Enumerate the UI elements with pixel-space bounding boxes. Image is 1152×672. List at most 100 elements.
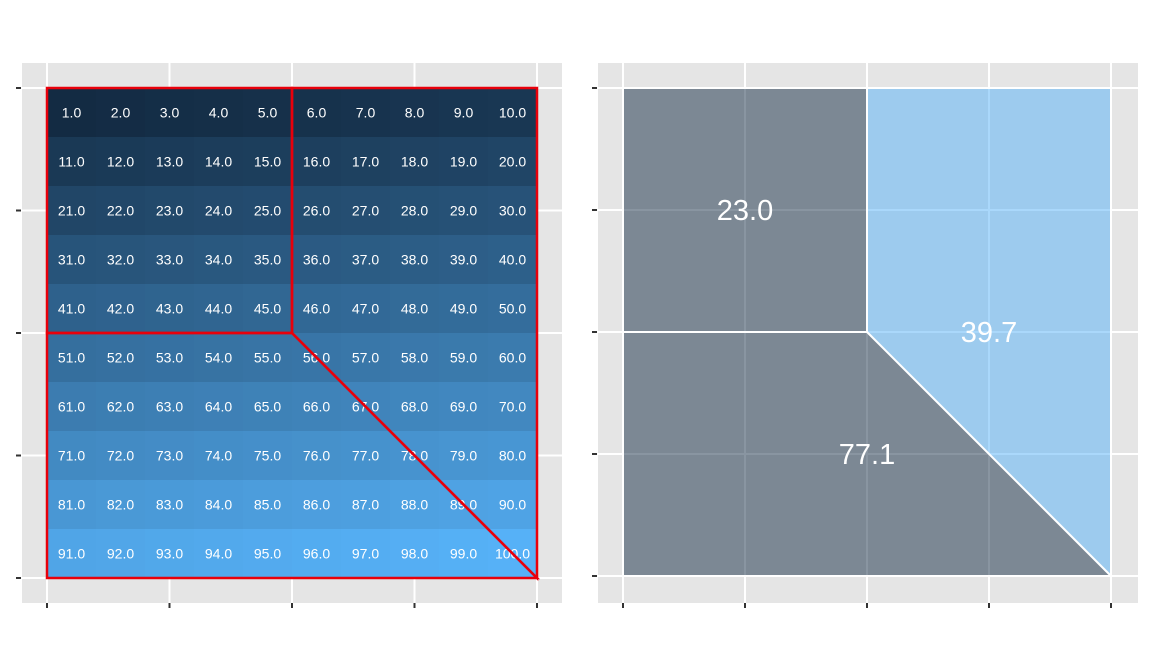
heatmap-cell-label: 22.0 (107, 203, 134, 219)
heatmap-cell-label: 90.0 (499, 497, 526, 513)
heatmap-cell-label: 69.0 (450, 399, 477, 415)
heatmap-cell (243, 529, 293, 579)
heatmap-cell-label: 91.0 (58, 546, 85, 562)
heatmap-cell-label: 38.0 (401, 252, 428, 268)
heatmap-cell-label: 72.0 (107, 448, 134, 464)
heatmap-cell (390, 480, 440, 530)
heatmap-cell-label: 36.0 (303, 252, 330, 268)
heatmap-cell (243, 137, 293, 187)
heatmap-cell-label: 73.0 (156, 448, 183, 464)
heatmap-cell-label: 19.0 (450, 154, 477, 170)
heatmap-cell-label: 44.0 (205, 301, 232, 317)
heatmap-cell-label: 61.0 (58, 399, 85, 415)
heatmap-cell (292, 235, 342, 285)
heatmap-cell-label: 30.0 (499, 203, 526, 219)
heatmap-cell (47, 88, 97, 138)
heatmap-cell-label: 33.0 (156, 252, 183, 268)
heatmap-cell (96, 431, 146, 481)
heatmap-cell (341, 431, 391, 481)
heatmap-cell (96, 186, 146, 236)
heatmap-cell (341, 529, 391, 579)
heatmap-cell-label: 58.0 (401, 350, 428, 366)
heatmap-cell (292, 88, 342, 138)
heatmap-cell-label: 11.0 (58, 154, 84, 170)
heatmap-cell (47, 480, 97, 530)
heatmap-cell-label: 16.0 (303, 154, 330, 170)
heatmap-cell-label: 81.0 (58, 497, 85, 513)
heatmap-cell-label: 47.0 (352, 301, 379, 317)
heatmap-cell (292, 382, 342, 432)
heatmap-cell-label: 68.0 (401, 399, 428, 415)
region-summary-panel: 23.0 39.7 77.1 (592, 63, 1138, 608)
heatmap-cell (145, 137, 195, 187)
heatmap-cell-label: 17.0 (352, 154, 379, 170)
heatmap-cell (194, 529, 244, 579)
heatmap-cell (341, 480, 391, 530)
heatmap-cell-label: 80.0 (499, 448, 526, 464)
heatmap-cell-label: 27.0 (352, 203, 379, 219)
heatmap-cell-label: 54.0 (205, 350, 232, 366)
heatmap-cell-label: 94.0 (205, 546, 232, 562)
heatmap-cell (145, 235, 195, 285)
heatmap-cell-label: 28.0 (401, 203, 428, 219)
heatmap-cell (145, 480, 195, 530)
heatmap-cell (439, 137, 489, 187)
heatmap-cell (243, 88, 293, 138)
heatmap-cell-label: 45.0 (254, 301, 281, 317)
heatmap-cell-label: 85.0 (254, 497, 281, 513)
heatmap-cell-label: 12.0 (107, 154, 134, 170)
heatmap-cell-label: 29.0 (450, 203, 477, 219)
heatmap-cell (145, 382, 195, 432)
heatmap-cell-label: 51.0 (58, 350, 85, 366)
heatmap-cell (194, 480, 244, 530)
heatmap-cell-label: 60.0 (499, 350, 526, 366)
heatmap-cell-label: 10.0 (499, 105, 526, 121)
heatmap-cell (243, 431, 293, 481)
heatmap-cell-label: 20.0 (499, 154, 526, 170)
heatmap-cell (341, 235, 391, 285)
heatmap-cell-label: 92.0 (107, 546, 134, 562)
region-value-label: 23.0 (717, 195, 773, 227)
heatmap-cell-label: 48.0 (401, 301, 428, 317)
heatmap-cell (194, 382, 244, 432)
heatmap-panel: 1.0 2.0 3.0 4.0 5.0 6.0 7.0 8.0 9.0 10.0 11.0 12.0 1… (16, 63, 562, 608)
heatmap-cell (292, 480, 342, 530)
heatmap-cell-label: 63.0 (156, 399, 183, 415)
heatmap-cell-label: 79.0 (450, 448, 477, 464)
heatmap-cell-label: 14.0 (205, 154, 232, 170)
heatmap-cell-label: 42.0 (107, 301, 134, 317)
heatmap-cell (145, 88, 195, 138)
heatmap-cell-label: 18.0 (401, 154, 428, 170)
heatmap-cell (145, 529, 195, 579)
heatmap-cell (96, 284, 146, 334)
heatmap-cell-label: 15.0 (254, 154, 281, 170)
heatmap-cell-label: 2.0 (111, 105, 131, 121)
heatmap-cell-label: 7.0 (356, 105, 376, 121)
heatmap-cell-label: 50.0 (499, 301, 526, 317)
heatmap-cell (292, 431, 342, 481)
heatmap-cell (488, 186, 538, 236)
heatmap-cell (488, 431, 538, 481)
heatmap-cell-label: 70.0 (499, 399, 526, 415)
heatmap-cell (341, 88, 391, 138)
heatmap-cell-label: 82.0 (107, 497, 134, 513)
heatmap-cell (390, 333, 440, 383)
heatmap-cell-label: 96.0 (303, 546, 330, 562)
heatmap-cell (194, 88, 244, 138)
heatmap-cell (243, 382, 293, 432)
heatmap-cell (390, 186, 440, 236)
region-value-label: 39.7 (961, 317, 1017, 349)
heatmap-cell (194, 137, 244, 187)
heatmap-cell-label: 55.0 (254, 350, 281, 366)
heatmap-cell (47, 529, 97, 579)
heatmap-cell-label: 43.0 (156, 301, 183, 317)
heatmap-cell-label: 32.0 (107, 252, 134, 268)
heatmap-cell (47, 137, 97, 187)
heatmap-cell (96, 333, 146, 383)
heatmap-cell-label: 9.0 (454, 105, 474, 121)
heatmap-cell (243, 235, 293, 285)
heatmap-cell (243, 333, 293, 383)
heatmap-cell (488, 333, 538, 383)
heatmap-cell-label: 75.0 (254, 448, 281, 464)
